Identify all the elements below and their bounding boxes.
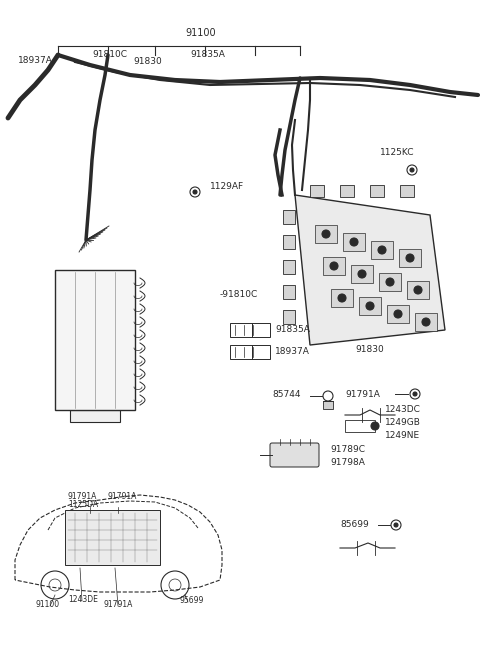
- Text: 91100: 91100: [35, 600, 59, 609]
- Text: 91100: 91100: [185, 28, 216, 38]
- Bar: [283, 260, 295, 274]
- Bar: [340, 185, 354, 197]
- Text: 91830: 91830: [133, 57, 162, 66]
- Bar: [379, 273, 401, 291]
- Circle shape: [193, 190, 197, 194]
- Text: 1125DA: 1125DA: [68, 500, 98, 509]
- Circle shape: [406, 254, 414, 262]
- Text: 91810C: 91810C: [92, 50, 127, 59]
- Text: -91810C: -91810C: [220, 290, 258, 299]
- Circle shape: [414, 286, 422, 294]
- Circle shape: [322, 230, 330, 238]
- Circle shape: [386, 278, 394, 286]
- Text: 85744: 85744: [272, 390, 300, 399]
- Bar: [252, 345, 270, 359]
- Bar: [310, 185, 324, 197]
- Circle shape: [394, 310, 402, 318]
- Text: 91798A: 91798A: [330, 458, 365, 467]
- Text: 91791A: 91791A: [68, 492, 97, 501]
- Text: 1129AF: 1129AF: [210, 182, 244, 191]
- Bar: [370, 185, 384, 197]
- Bar: [407, 281, 429, 299]
- Circle shape: [358, 270, 366, 278]
- Text: 1249NE: 1249NE: [385, 431, 420, 440]
- Bar: [331, 289, 353, 307]
- Text: 91835A: 91835A: [275, 325, 310, 334]
- Circle shape: [338, 294, 346, 302]
- FancyBboxPatch shape: [270, 443, 319, 467]
- Bar: [230, 345, 252, 359]
- Bar: [283, 210, 295, 224]
- Bar: [323, 257, 345, 275]
- Text: 91789C: 91789C: [330, 445, 365, 454]
- Polygon shape: [295, 195, 445, 345]
- Bar: [351, 265, 373, 283]
- Bar: [415, 313, 437, 331]
- Circle shape: [394, 523, 398, 527]
- Text: 18937A: 18937A: [275, 347, 310, 356]
- Bar: [387, 305, 409, 323]
- Bar: [65, 510, 160, 565]
- Text: 95699: 95699: [180, 596, 204, 605]
- Text: 1125KC: 1125KC: [380, 148, 415, 157]
- Bar: [230, 323, 252, 337]
- Text: 91791A: 91791A: [345, 390, 380, 399]
- Circle shape: [378, 246, 386, 254]
- Bar: [345, 420, 375, 432]
- Text: 1243DC: 1243DC: [385, 405, 421, 414]
- Circle shape: [422, 318, 430, 326]
- Bar: [55, 270, 135, 410]
- Circle shape: [366, 302, 374, 310]
- Bar: [252, 323, 270, 337]
- Text: 91830: 91830: [355, 345, 384, 354]
- Circle shape: [413, 392, 417, 396]
- Bar: [400, 185, 414, 197]
- Circle shape: [330, 262, 338, 270]
- Text: 1249GB: 1249GB: [385, 418, 421, 427]
- Text: 91835A: 91835A: [190, 50, 225, 59]
- Text: 85699: 85699: [340, 520, 369, 529]
- Bar: [323, 401, 333, 409]
- Bar: [70, 410, 120, 422]
- Bar: [283, 235, 295, 249]
- Text: 91791A: 91791A: [103, 600, 132, 609]
- Text: 18937A: 18937A: [18, 56, 53, 65]
- Bar: [283, 310, 295, 324]
- Circle shape: [350, 238, 358, 246]
- Bar: [343, 233, 365, 251]
- Circle shape: [410, 168, 414, 172]
- Bar: [371, 241, 393, 259]
- Bar: [399, 249, 421, 267]
- Text: 1243DE: 1243DE: [68, 595, 98, 604]
- Bar: [283, 285, 295, 299]
- Bar: [315, 225, 337, 243]
- Circle shape: [371, 422, 379, 430]
- Bar: [359, 297, 381, 315]
- Text: 91791A: 91791A: [108, 492, 137, 501]
